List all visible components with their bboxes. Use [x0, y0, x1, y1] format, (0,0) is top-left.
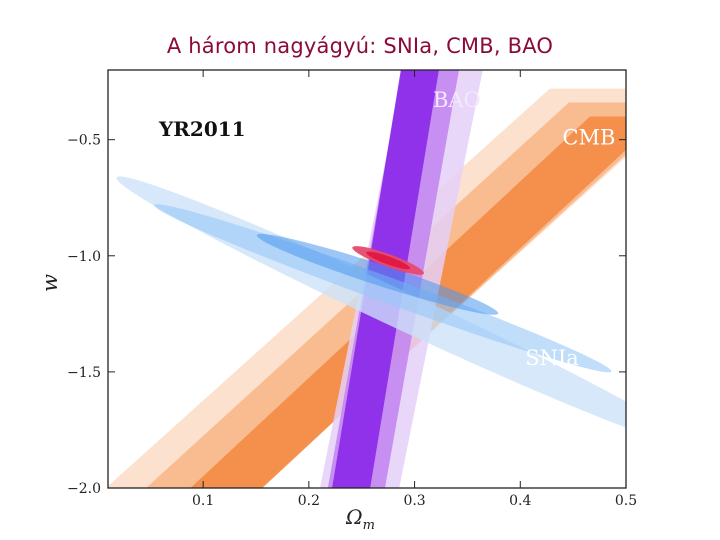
- axis-ticks: 0.1 0.2 0.3 0.4 0.5 −0.5 −1.0 −1.5 −2.0: [67, 70, 637, 509]
- slide-title: A három nagyágyú: SNIa, CMB, BAO: [166, 34, 554, 58]
- y-tick-label: −0.5: [67, 133, 101, 149]
- combined-region-2: [366, 251, 411, 270]
- x-tick-label: 0.4: [509, 493, 531, 509]
- probe-labels: CMB BAO SNIa: [433, 88, 616, 370]
- year-annotation: YR2011: [158, 117, 246, 141]
- y-tick-label: −2.0: [67, 481, 101, 497]
- x-tick-label: 0.5: [615, 493, 637, 509]
- y-axis-label: w: [38, 274, 62, 292]
- x-tick-label: 0.3: [403, 493, 425, 509]
- x-tick-label: 0.2: [298, 493, 320, 509]
- y-tick-label: −1.0: [67, 249, 101, 265]
- x-axis-label: Ωm: [345, 505, 375, 533]
- y-tick-label: −1.5: [67, 365, 101, 381]
- x-axis-label-sub: m: [363, 518, 375, 533]
- combined-contours: [352, 246, 424, 275]
- bao-label: BAO: [433, 88, 481, 112]
- cmb-label: CMB: [562, 125, 615, 149]
- snia-region-2: [154, 204, 612, 373]
- snia-region-3: [256, 233, 499, 315]
- snia-contours: [116, 176, 626, 447]
- plot-frame: [107, 69, 627, 489]
- confidence-regions: [108, 70, 626, 488]
- snia-label: SNIa: [525, 346, 579, 370]
- x-tick-label: 0.1: [192, 493, 214, 509]
- x-axis-label-main: Ω: [345, 505, 363, 529]
